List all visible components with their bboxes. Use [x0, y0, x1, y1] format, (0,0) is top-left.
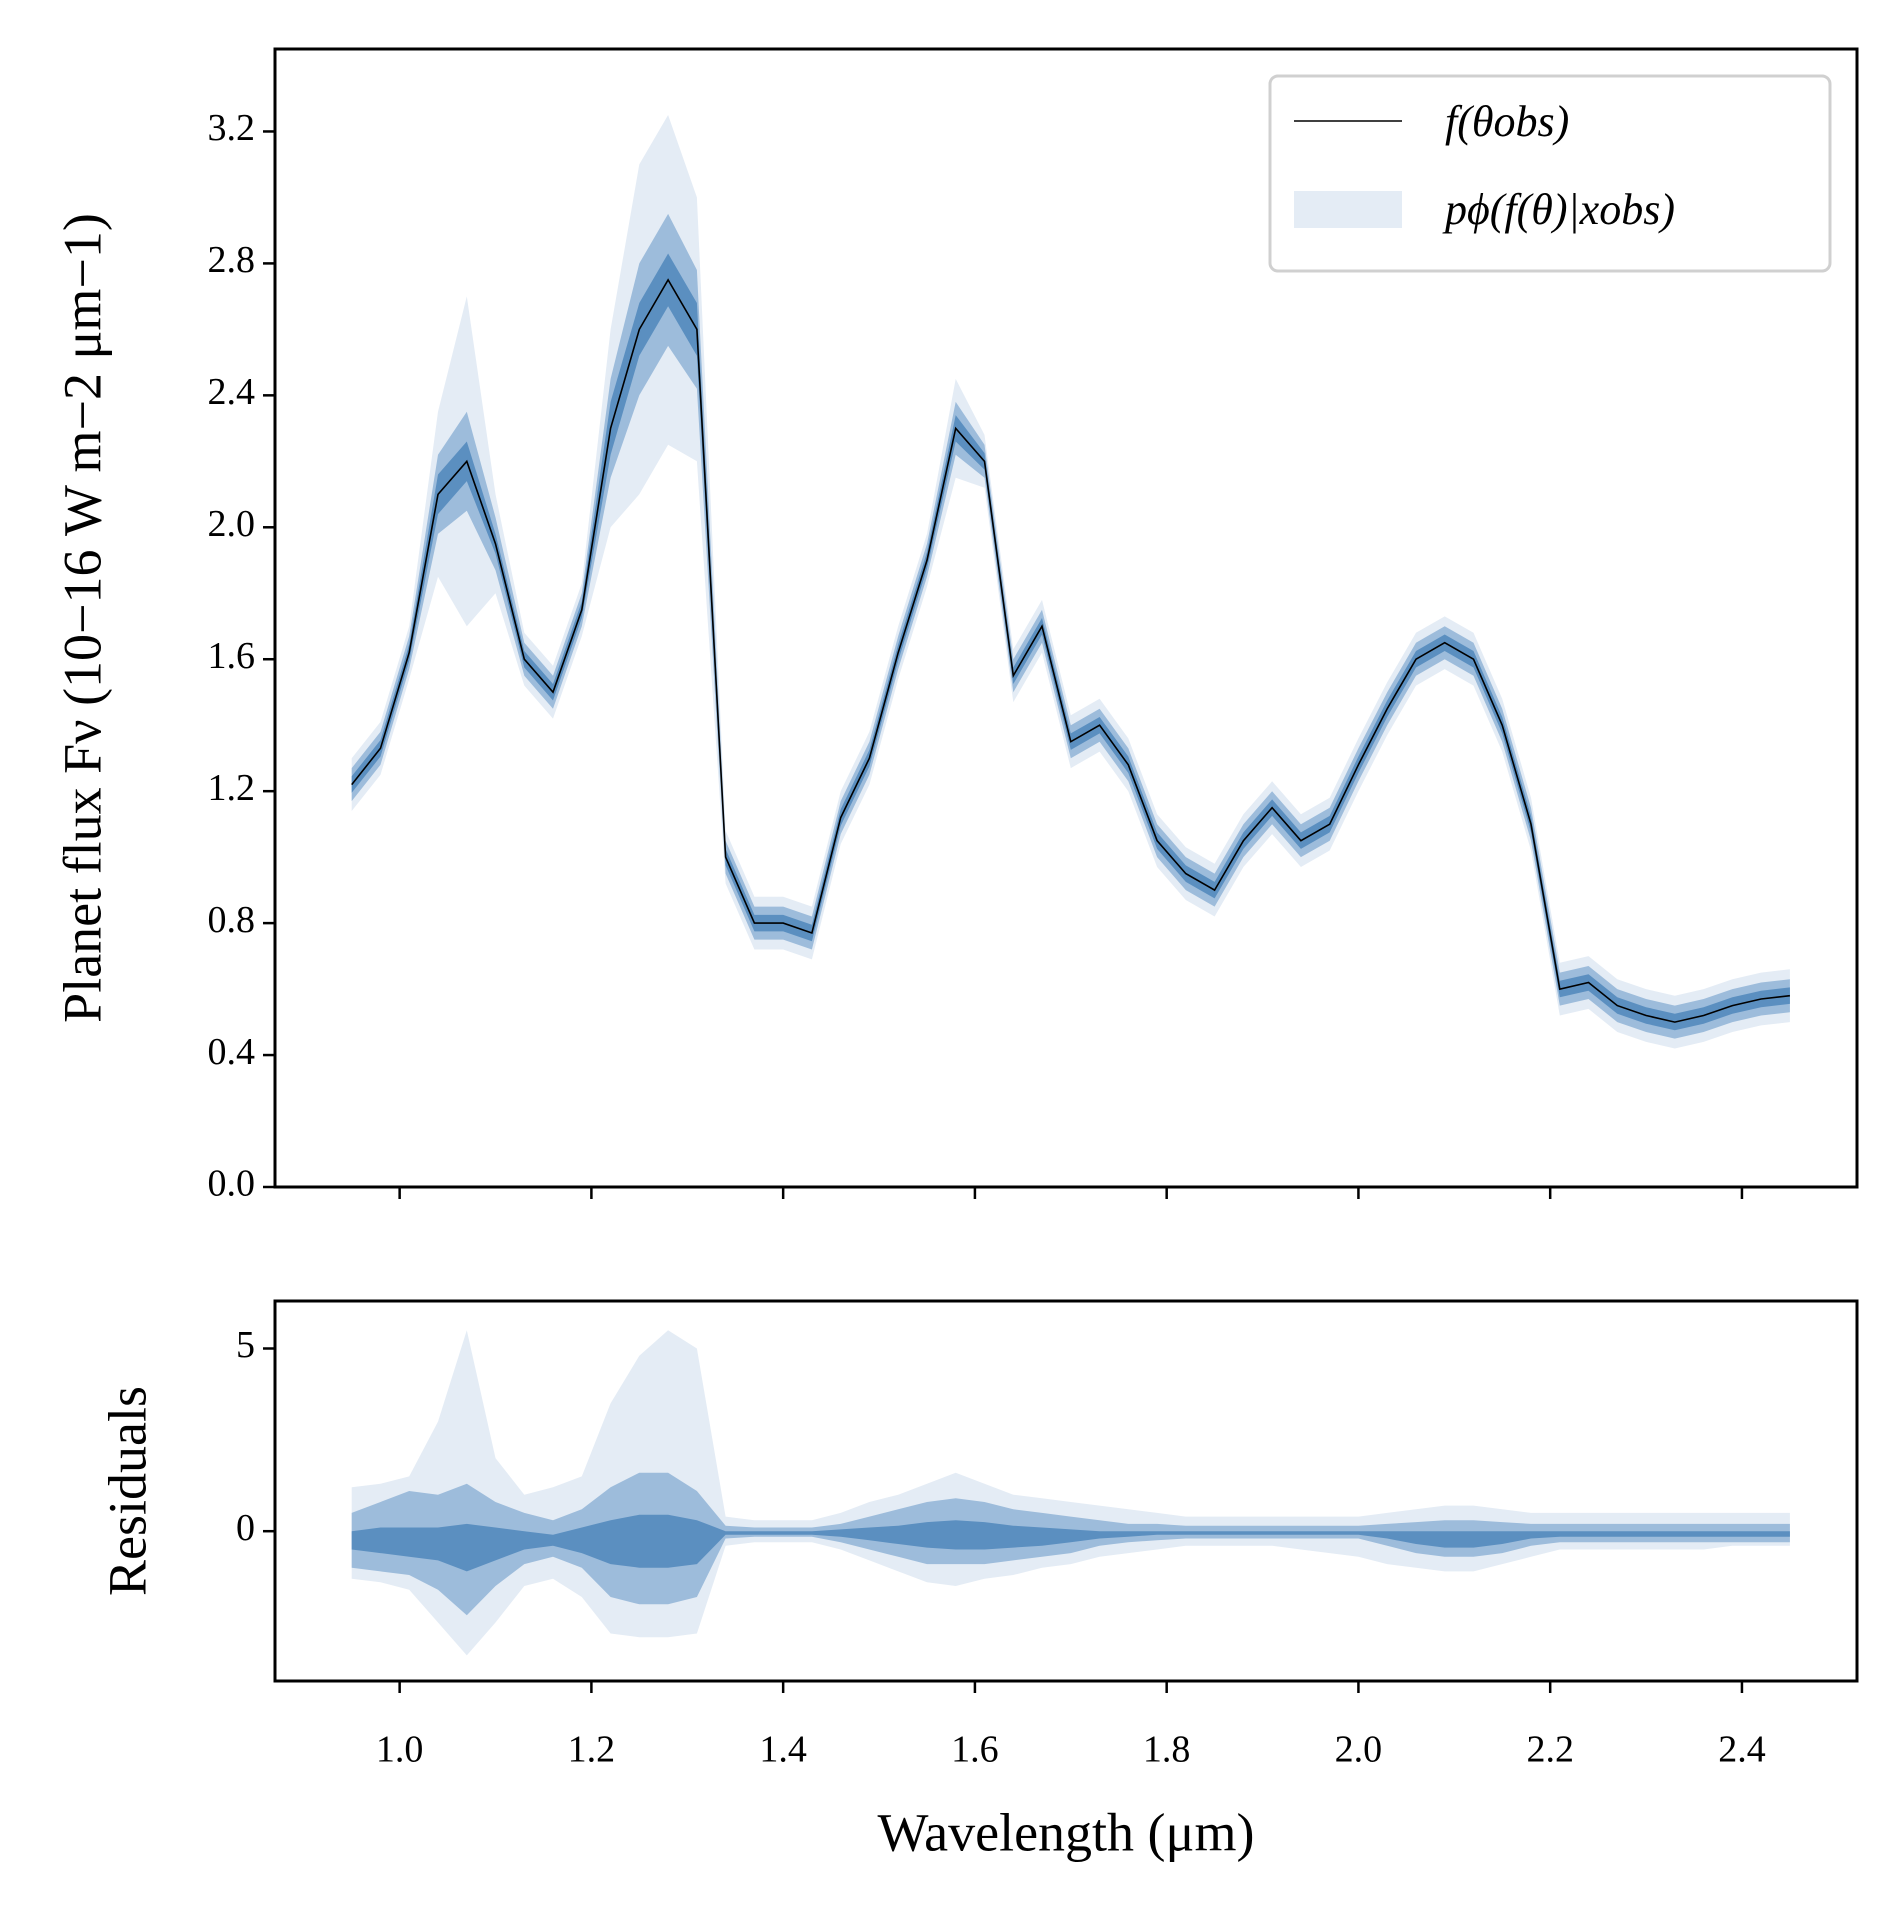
y-tick-label: 2.0 — [208, 503, 256, 545]
y-tick-label: 0.0 — [208, 1163, 256, 1205]
x-tick-label: 1.0 — [376, 1729, 424, 1771]
x-tick-label: 1.4 — [759, 1729, 807, 1771]
residual-band — [351, 1330, 1790, 1656]
residual-band — [351, 1514, 1790, 1572]
x-tick-label: 1.6 — [951, 1729, 999, 1771]
axes-frame — [273, 47, 1859, 1189]
x-axis-label: Wavelength (μm) — [878, 1802, 1255, 1862]
y-tick-label: 1.2 — [208, 767, 256, 809]
x-tick-label: 2.2 — [1526, 1729, 1574, 1771]
legend-label: f(θobs) — [1445, 97, 1569, 146]
axes-frame — [273, 1299, 1859, 1683]
y-tick-label: 0.4 — [208, 1031, 256, 1073]
y-tick-label: 1.6 — [208, 635, 256, 677]
x-tick-label: 2.0 — [1335, 1729, 1383, 1771]
residual-band — [351, 1472, 1790, 1616]
legend-label: pϕ(f(θ)|xobs) — [1442, 185, 1675, 234]
y-tick-label: 0 — [236, 1507, 255, 1549]
x-tick-label: 1.2 — [568, 1729, 616, 1771]
x-tick-label: 2.4 — [1718, 1729, 1766, 1771]
y-tick-label: 2.4 — [208, 371, 256, 413]
y-tick-label: 0.8 — [208, 899, 256, 941]
legend-box — [1268, 74, 1832, 273]
y-axis-label: Residuals — [97, 1386, 157, 1596]
y-axis-label: Planet flux Fν (10−16 W m−2 μm−1) — [52, 213, 112, 1023]
spectrum-line — [351, 278, 1790, 1023]
plot-area — [351, 115, 1790, 1049]
plot-area — [351, 1330, 1790, 1656]
y-tick-label: 3.2 — [208, 107, 256, 149]
legend-patch — [1294, 191, 1402, 228]
x-tick-label: 1.8 — [1143, 1729, 1191, 1771]
y-tick-label: 5 — [236, 1324, 255, 1366]
y-tick-label: 2.8 — [208, 239, 256, 281]
